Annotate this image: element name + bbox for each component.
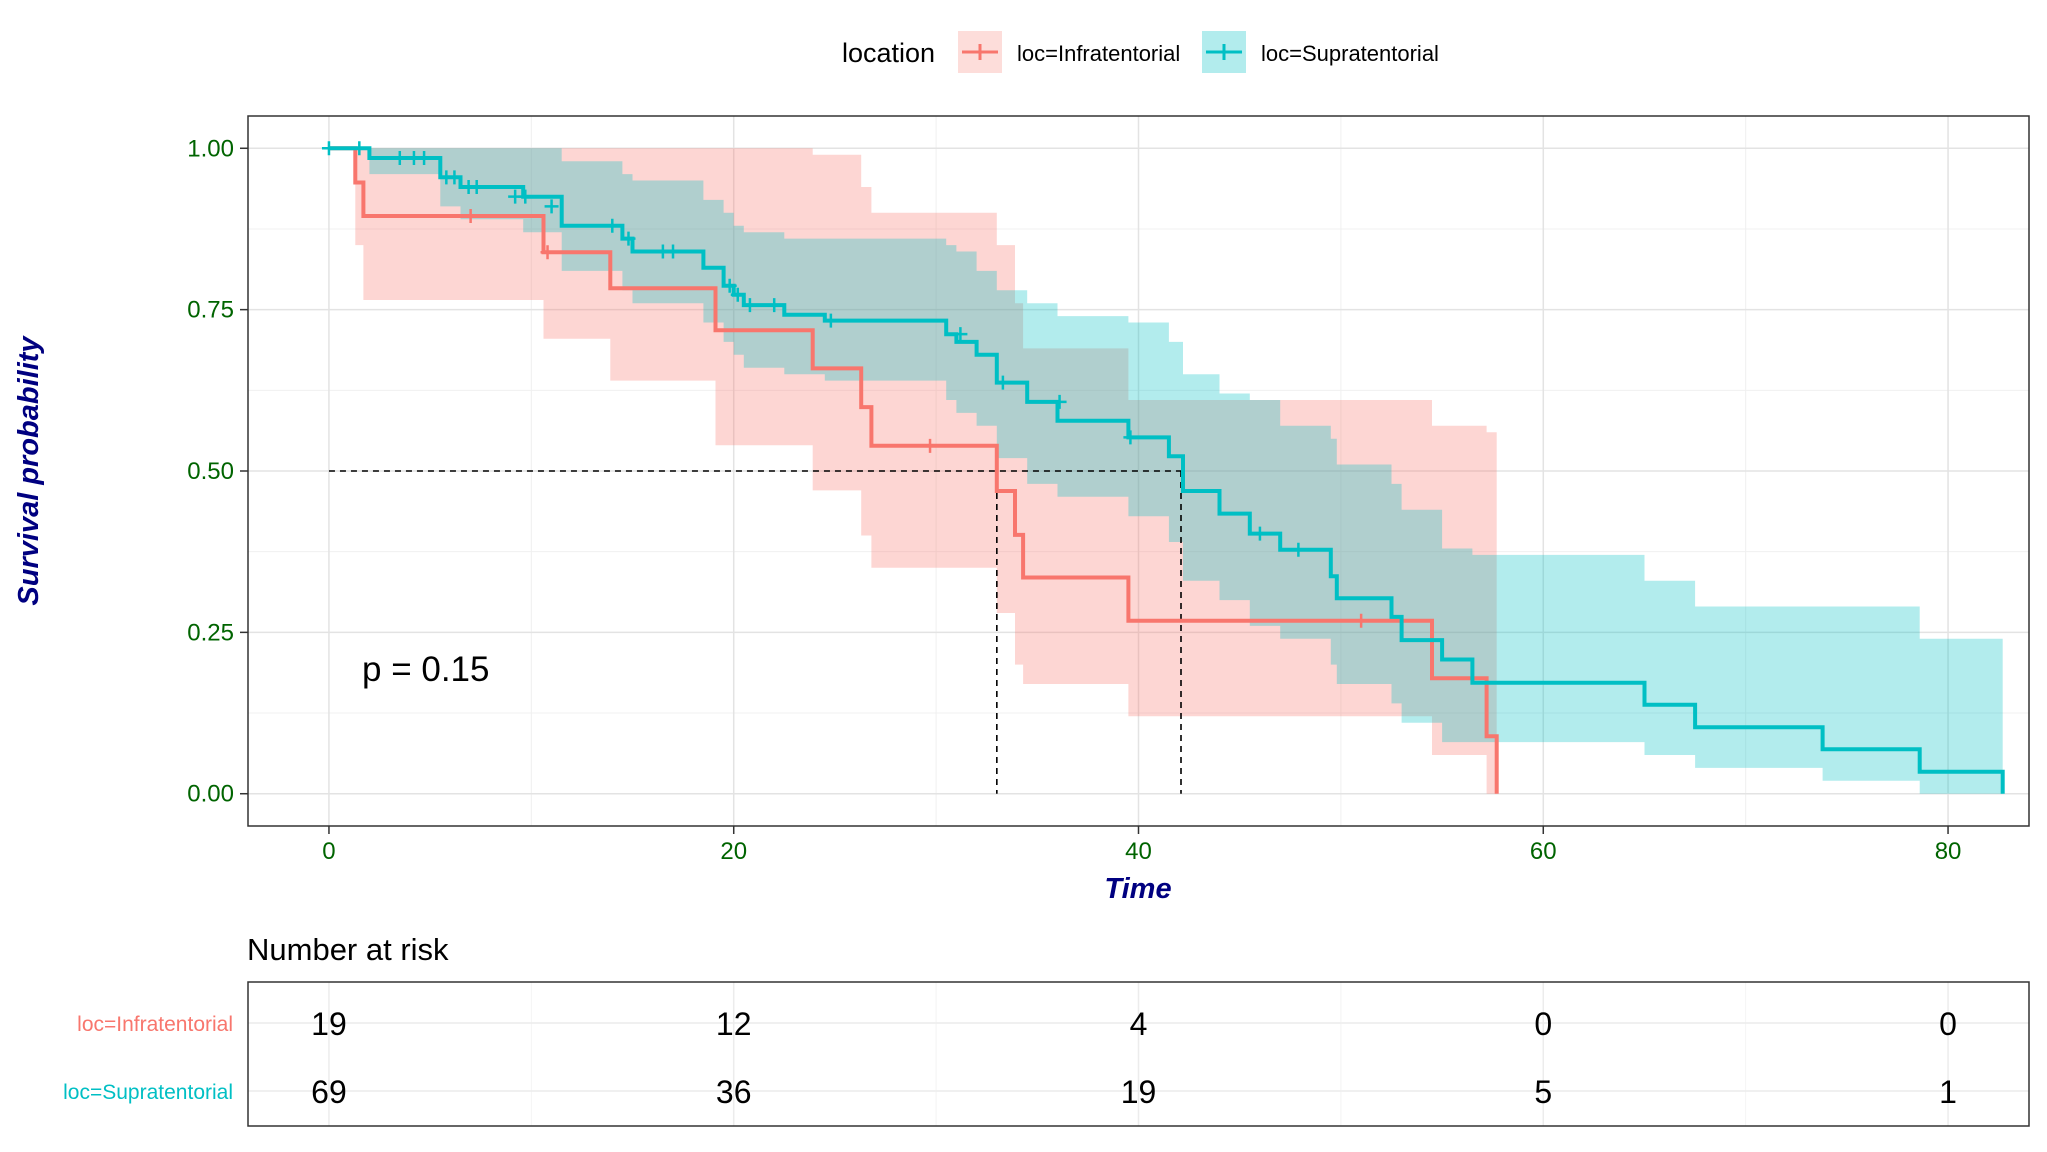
- risk-value-infratentorial-60: 0: [1534, 1006, 1552, 1042]
- x-tick-label-4: 80: [1935, 838, 1962, 865]
- censor-mark-supratentorial-13: [621, 231, 636, 246]
- y-tick-label-3: 0.75: [187, 297, 234, 324]
- censor-mark-supratentorial-1: [352, 141, 367, 156]
- legend-title: location: [842, 38, 935, 68]
- y-tick-label-0: 0.00: [187, 781, 234, 808]
- censor-mark-supratentorial-16: [722, 278, 737, 293]
- censor-mark-supratentorial-2: [392, 150, 407, 165]
- censor-mark-infratentorial-0: [463, 209, 478, 224]
- p-value-label: p = 0.15: [362, 650, 489, 689]
- risk-value-supratentorial-40: 19: [1121, 1074, 1157, 1110]
- censor-mark-supratentorial-17: [730, 287, 745, 302]
- censor-mark-supratentorial-20: [823, 313, 838, 328]
- censor-marks: [321, 141, 1369, 628]
- censor-mark-supratentorial-15: [666, 244, 681, 259]
- x-tick-label-0: 0: [322, 838, 335, 865]
- censor-mark-supratentorial-8: [469, 180, 484, 194]
- risk-table-border: [247, 981, 2030, 1127]
- censor-mark-infratentorial-3: [1354, 613, 1369, 628]
- y-tick-label-2: 0.50: [187, 458, 234, 485]
- y-axis-ticks: 0.00 0.25 0.50 0.75 1.00: [187, 135, 248, 808]
- x-axis-title: Time: [1104, 873, 1171, 905]
- legend-label-infratentorial: loc=Infratentorial: [1017, 41, 1180, 66]
- censor-mark-supratentorial-6: [447, 170, 462, 185]
- median-lines: [328, 470, 1182, 794]
- censor-mark-supratentorial-18: [742, 298, 757, 313]
- censor-mark-supratentorial-21: [953, 327, 968, 342]
- censor-mark-supratentorial-12: [605, 218, 620, 233]
- censor-mark-supratentorial-22: [995, 375, 1010, 390]
- y-axis-title: Survival probability: [13, 335, 45, 606]
- censor-mark-infratentorial-1: [540, 245, 555, 260]
- risk-row-label-infratentorial: loc=Infratentorial: [77, 1013, 233, 1036]
- x-axis-ticks: 0 20 40 60 80: [322, 826, 1961, 865]
- y-tick-label-4: 1.00: [187, 135, 234, 162]
- censor-mark-supratentorial-19: [767, 298, 782, 313]
- y-tick-label-1: 0.25: [187, 619, 234, 646]
- censor-mark-infratentorial-2: [923, 438, 938, 453]
- censor-mark-supratentorial-25: [1252, 526, 1267, 541]
- risk-value-supratentorial-0: 69: [311, 1074, 347, 1110]
- legend: location loc=Infratentorial loc=Supraten…: [842, 31, 1439, 73]
- risk-value-infratentorial-40: 4: [1130, 1006, 1148, 1042]
- risk-row-label-supratentorial: loc=Supratentorial: [63, 1081, 233, 1104]
- risk-value-infratentorial-20: 12: [716, 1006, 752, 1042]
- survival-curve-infratentorial: [329, 146, 1499, 794]
- risk-table-title: Number at risk: [247, 932, 449, 967]
- censor-mark-supratentorial-24: [1123, 430, 1138, 445]
- risk-table-body: loc=Infratentorial 19 12 4 0 0 loc=Supratentor…: [63, 1006, 1957, 1110]
- x-tick-label-3: 60: [1530, 838, 1557, 865]
- risk-table-grid: [248, 982, 2029, 1126]
- censor-mark-supratentorial-11: [544, 199, 559, 214]
- risk-value-infratentorial-0: 19: [311, 1006, 347, 1042]
- risk-value-supratentorial-60: 5: [1534, 1074, 1552, 1110]
- censor-mark-supratentorial-10: [518, 189, 533, 204]
- censor-mark-supratentorial-23: [1052, 394, 1067, 409]
- x-tick-label-2: 40: [1125, 838, 1152, 865]
- risk-value-infratentorial-80: 0: [1939, 1006, 1957, 1042]
- risk-value-supratentorial-80: 1: [1939, 1074, 1957, 1110]
- censor-mark-supratentorial-26: [1291, 542, 1306, 557]
- x-tick-label-1: 20: [720, 838, 747, 865]
- legend-label-supratentorial: loc=Supratentorial: [1261, 41, 1439, 66]
- risk-value-supratentorial-20: 36: [716, 1074, 752, 1110]
- censor-mark-supratentorial-4: [417, 150, 432, 165]
- censor-mark-supratentorial-0: [321, 141, 336, 156]
